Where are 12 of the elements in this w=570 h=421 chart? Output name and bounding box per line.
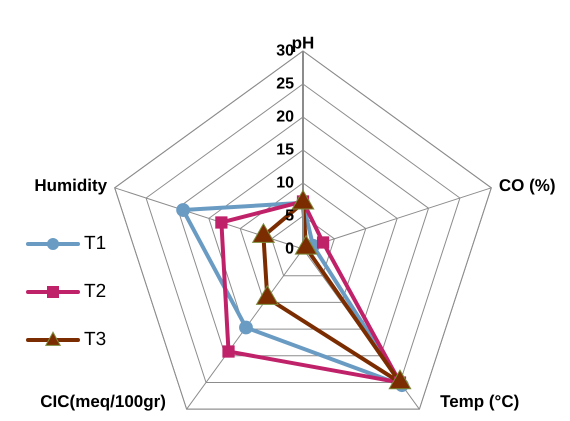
y-tick-label: 10 xyxy=(276,174,294,192)
y-tick-label: 0 xyxy=(285,240,294,258)
legend-label: T3 xyxy=(84,329,106,351)
y-tick-label: 20 xyxy=(276,108,294,126)
spoke-label: Temp (°C) xyxy=(440,392,520,412)
legend-label: T2 xyxy=(84,281,106,303)
spoke-label: CO (%) xyxy=(498,176,556,195)
y-tick-label: 25 xyxy=(276,76,294,92)
y-tick-label: 15 xyxy=(276,142,294,158)
spoke-label: Humidity xyxy=(34,176,108,195)
spoke-label: CIC(meq/100gr) xyxy=(40,392,166,412)
legend-label: T1 xyxy=(84,233,106,255)
